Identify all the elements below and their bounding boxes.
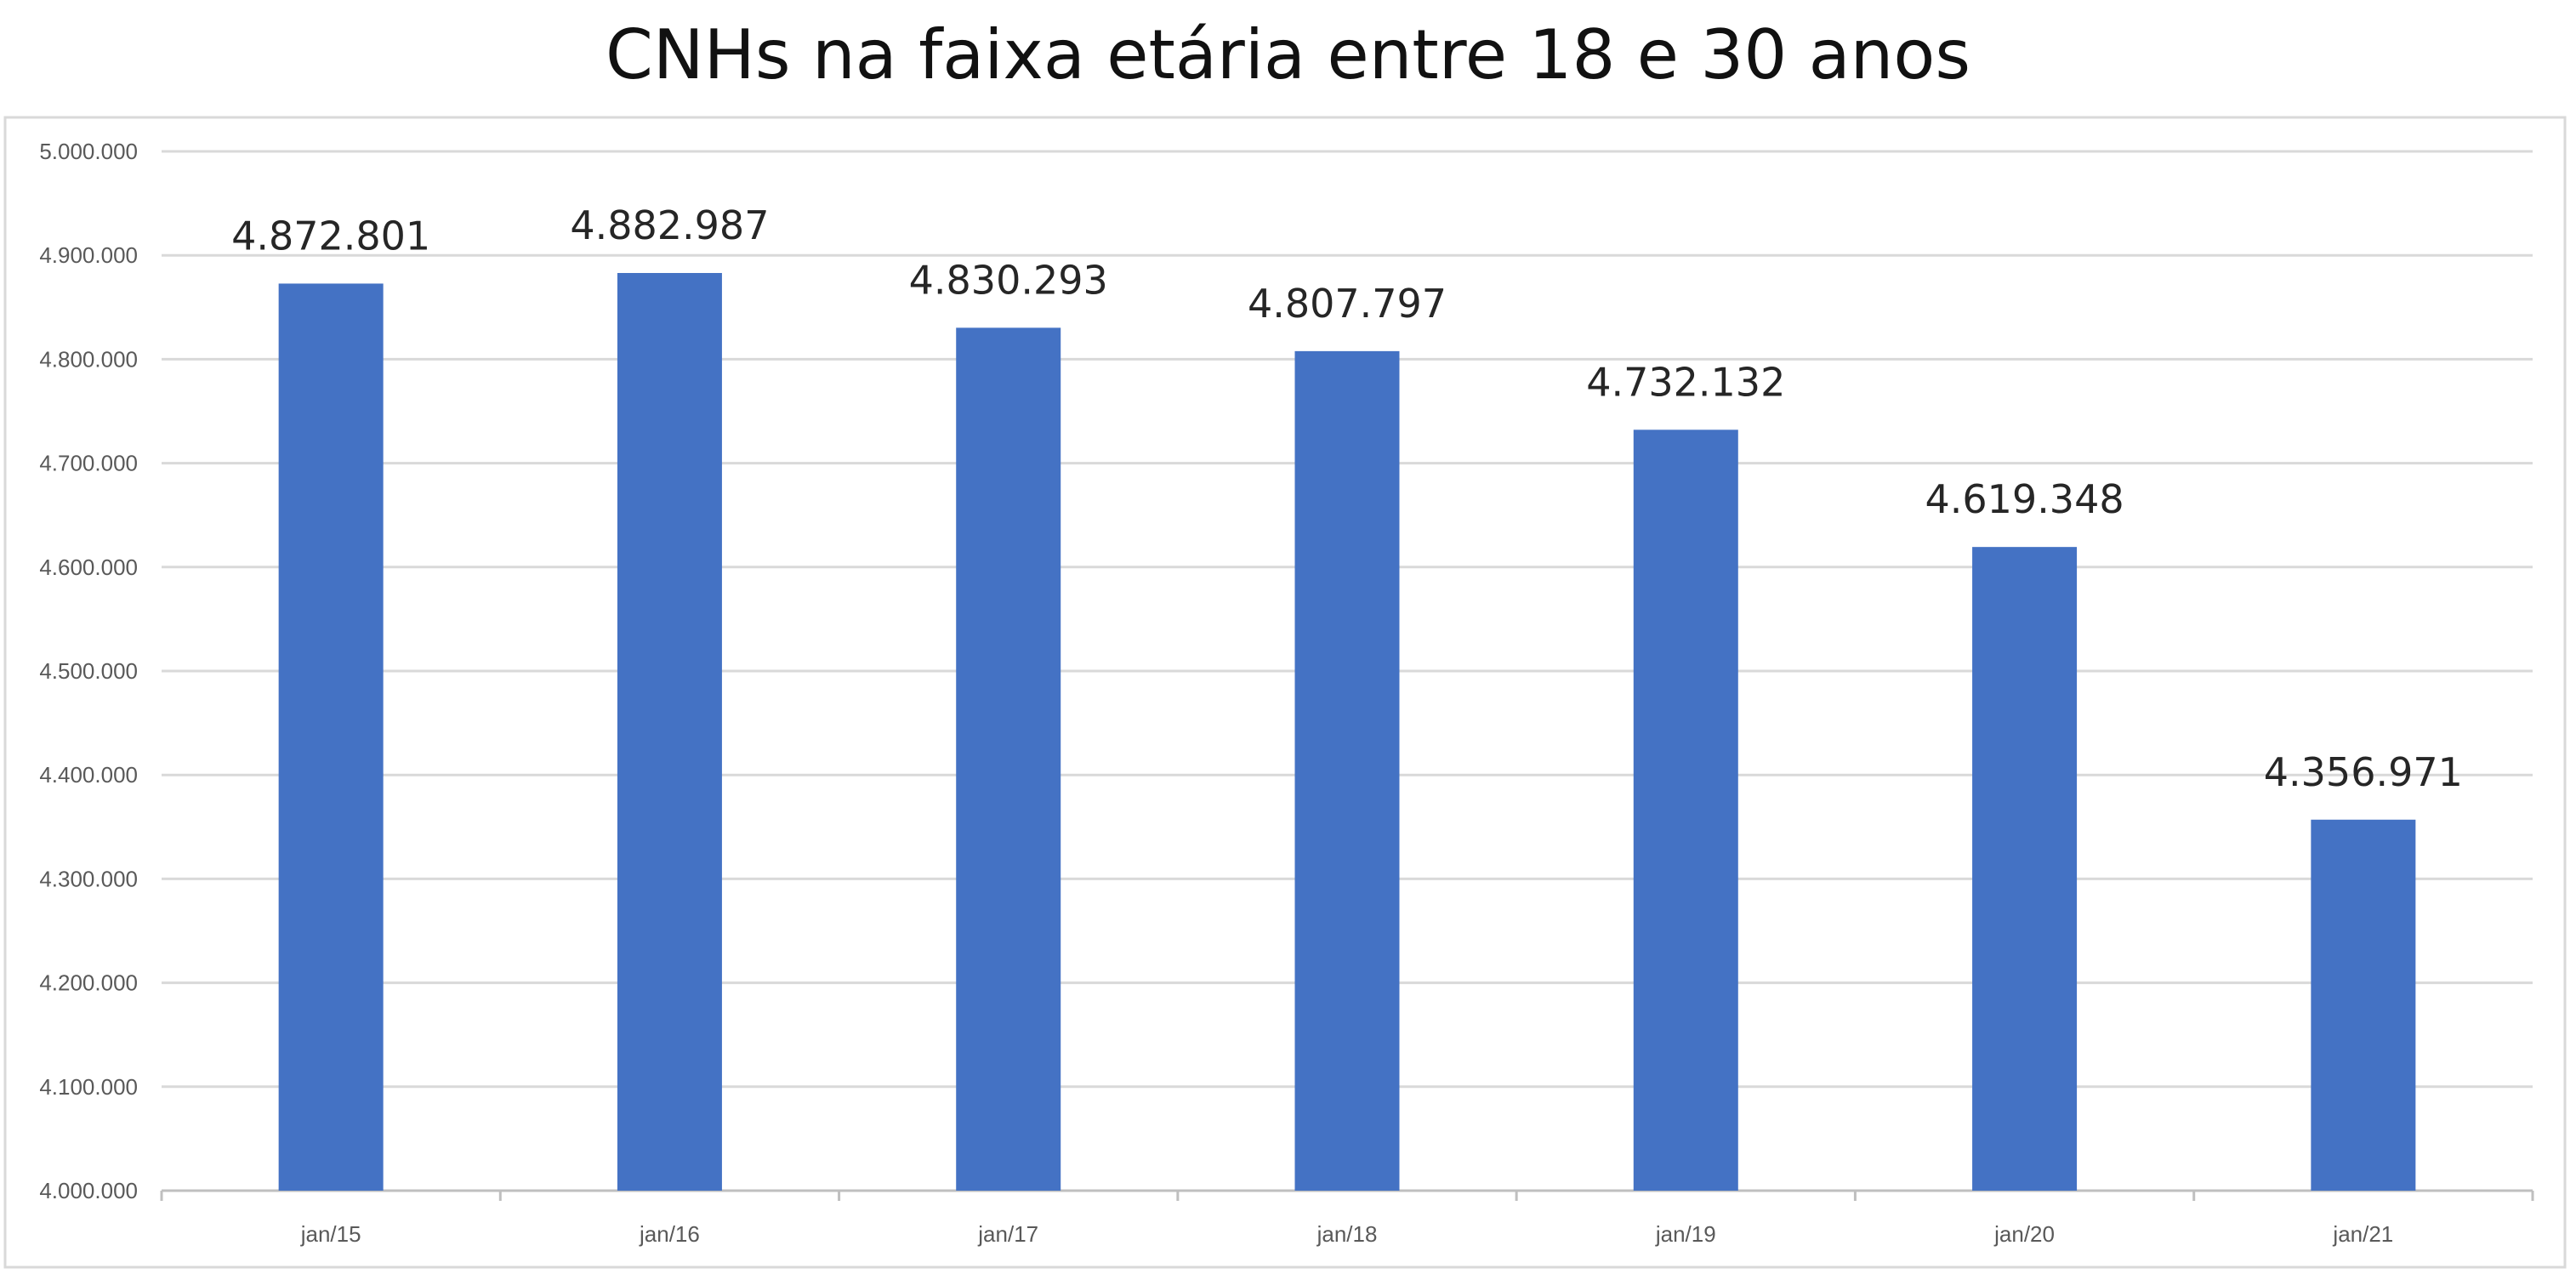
x-tick-label: jan/16 [639,1221,700,1247]
y-axis-ticks: 4.000.000 4.100.000 4.200.000 4.300.000 4.40… [39,139,138,1203]
data-labels: 4.872.801 4.882.987 4.830.293 4.807.797 4.73… [231,202,2463,795]
y-tick-label: 5.000.000 [39,139,138,164]
data-label: 4.882.987 [570,202,769,248]
data-label: 4.732.132 [1586,359,1785,405]
y-tick-label: 4.900.000 [39,242,138,268]
y-tick-label: 4.200.000 [39,970,138,996]
bars [278,272,2416,1192]
bar [956,327,1061,1191]
data-label: 4.872.801 [231,213,430,259]
x-tick-label: jan/19 [1655,1221,1716,1247]
y-tick-label: 4.800.000 [39,346,138,372]
chart-title: CNHs na faixa etária entre 18 e 30 anos [605,15,1971,94]
y-tick-label: 4.500.000 [39,658,138,684]
bar [617,272,722,1192]
y-tick-label: 4.000.000 [39,1178,138,1203]
data-label: 4.619.348 [1925,476,2124,522]
bar [1972,547,2078,1191]
bar [1294,350,1400,1191]
data-label: 4.807.797 [1248,281,1447,327]
data-label: 4.356.971 [2264,749,2463,795]
x-tick-label: jan/20 [1993,1221,2055,1247]
y-tick-label: 4.700.000 [39,451,138,476]
bar [278,283,384,1192]
x-tick-label: jan/15 [300,1221,361,1247]
bar [1633,429,1738,1191]
y-tick-label: 4.400.000 [39,762,138,788]
data-label: 4.830.293 [909,257,1108,303]
bar [2311,819,2416,1191]
x-axis-ticks: jan/15 jan/16 jan/17 jan/18 jan/19 jan/20 jan/… [160,1191,2534,1247]
y-tick-label: 4.100.000 [39,1074,138,1100]
x-tick-label: jan/18 [1316,1221,1378,1247]
x-tick-label: jan/17 [977,1221,1038,1247]
plot-frame [3,116,2567,1269]
y-tick-label: 4.300.000 [39,866,138,891]
x-tick-label: jan/21 [2332,1221,2393,1247]
y-tick-label: 4.600.000 [39,555,138,580]
